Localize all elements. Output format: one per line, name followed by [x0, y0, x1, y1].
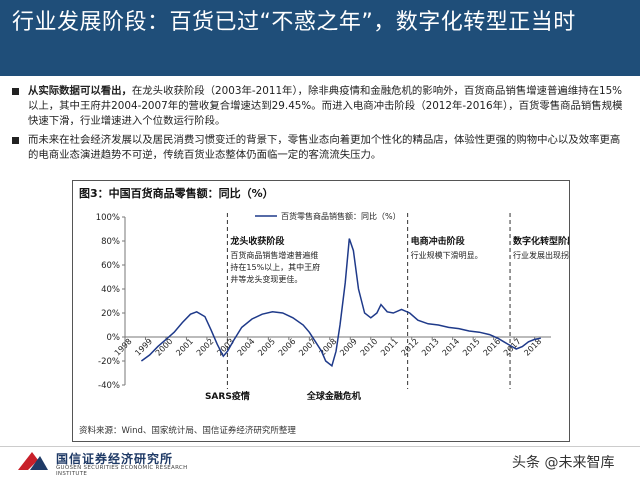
legend-label: 百货零售商品销售额：同比（%） [281, 211, 401, 221]
annotation-label: 全球金融危机 [306, 390, 361, 402]
title-bar: 行业发展阶段：百货已过“不惑之年”，数字化转型正当时 [0, 0, 640, 76]
y-tick-label: 60% [101, 261, 120, 271]
y-tick-label: 40% [101, 285, 120, 295]
x-tick-label: 2016 [482, 337, 503, 358]
phase-desc: 行业发展出现拐头趋势。 [513, 250, 569, 260]
phase-desc: 井等龙头变现更佳。 [230, 274, 302, 284]
y-tick-label: -40% [98, 381, 120, 391]
x-tick-label: 2006 [277, 337, 298, 358]
footer-divider [0, 446, 640, 447]
phase-title: 电商冲击阶段 [411, 235, 466, 247]
x-tick-label: 2014 [441, 337, 462, 358]
phase-desc: 持在15%以上，其中王府 [230, 262, 320, 272]
series-line [140, 238, 541, 368]
x-tick-label: 2013 [420, 337, 441, 358]
x-tick-label: 2010 [359, 337, 380, 358]
y-tick-label: 80% [101, 237, 120, 247]
phase-title: 数字化转型阶段 [513, 235, 569, 247]
page-title: 行业发展阶段：百货已过“不惑之年”，数字化转型正当时 [12, 10, 576, 35]
square-bullet-icon [12, 137, 19, 144]
bullet-item: 从实际数据可以看出，在龙头收获阶段（2003年-2011年），除非典疫情和金融危… [10, 84, 630, 129]
y-tick-label: -20% [98, 357, 120, 367]
x-tick-label: 2009 [338, 337, 359, 358]
phase-desc: 行业规模下滑明显。 [411, 250, 483, 260]
x-tick-label: 2015 [461, 337, 482, 358]
logo-text: 国信证券经济研究所 [56, 452, 174, 466]
y-tick-label: 100% [96, 213, 120, 223]
bullet-lead: 从实际数据可以看出， [28, 85, 132, 97]
bullet-text: 在龙头收获阶段（2003年-2011年），除非典疫情和金融危机的影响外，百货商品… [28, 85, 623, 127]
square-bullet-icon [12, 88, 19, 95]
guosen-logo-icon [18, 452, 48, 470]
x-tick-label: 2011 [379, 337, 400, 358]
logo-subtext: GUOSEN SECURITIES ECONOMIC RESEARCH INST… [56, 465, 188, 477]
annotation-label: SARS疫情 [205, 390, 250, 402]
watermark: 头条 @未来智库 [512, 455, 615, 471]
bullet-item: 而未来在社会经济发展以及居民消费习惯变迁的背景下，零售业态向着更加个性化的精品店… [10, 133, 630, 163]
bullet-list: 从实际数据可以看出，在龙头收获阶段（2003年-2011年），除非典疫情和金融危… [10, 84, 630, 167]
bullet-text: 而未来在社会经济发展以及居民消费习惯变迁的背景下，零售业态向着更加个性化的精品店… [28, 134, 621, 161]
x-tick-label: 2012 [400, 337, 421, 358]
x-tick-label: 2002 [195, 337, 216, 358]
chart-panel: 图3：中国百货商品零售额：同比（%） -40% -20% 0% 20% 40% 60% 80… [72, 180, 570, 442]
y-tick-label: 20% [101, 309, 120, 319]
x-tick-label: 2001 [174, 337, 195, 358]
chart-title: 图3：中国百货商品零售额：同比（%） [79, 187, 274, 200]
phase-desc: 百货商品销售增速普遍维 [230, 250, 318, 260]
line-chart: -40%-20%0%20%40%60%80%100%1998 1999 2000 20… [96, 211, 569, 402]
x-tick-label: 2004 [236, 337, 257, 358]
x-tick-label: 2005 [256, 337, 277, 358]
chart-source: 资料来源：Wind、国家统计局、国信证券经济研究所整理 [79, 426, 296, 436]
phase-title: 龙头收获阶段 [229, 235, 285, 247]
guosen-logo: 国信证券经济研究所 GUOSEN SECURITIES ECONOMIC RES… [16, 448, 216, 477]
y-tick-label: 0% [107, 333, 121, 343]
